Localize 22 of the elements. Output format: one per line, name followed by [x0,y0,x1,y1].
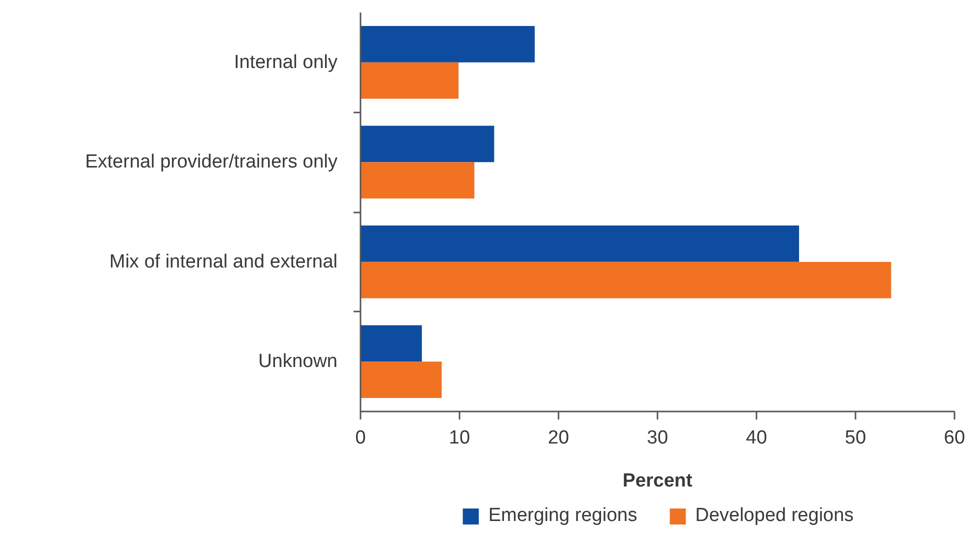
bar [360,62,459,99]
bar [360,26,535,62]
y-tick-label: Unknown [258,351,338,372]
y-tick-label: Mix of internal and external [109,251,338,272]
y-tick-label: External provider/trainers only [85,152,338,173]
x-tick-label: 40 [746,428,768,448]
bar [360,262,892,298]
x-tick-label: 50 [844,428,866,448]
x-tick-label: 0 [355,428,366,448]
bar [360,126,494,162]
y-tick-label: Internal only [234,52,338,73]
bar [360,325,422,362]
legend-label: Developed regions [695,505,854,527]
bar [360,162,474,199]
x-tick-label: 60 [944,428,966,448]
bar [360,225,800,262]
x-tick-label: 30 [646,428,668,448]
x-tick-label: 10 [448,428,470,448]
bar [360,362,442,398]
legend-label: Emerging regions [488,505,638,527]
x-axis-title: Percent [622,470,694,492]
x-tick-label: 20 [548,428,570,448]
